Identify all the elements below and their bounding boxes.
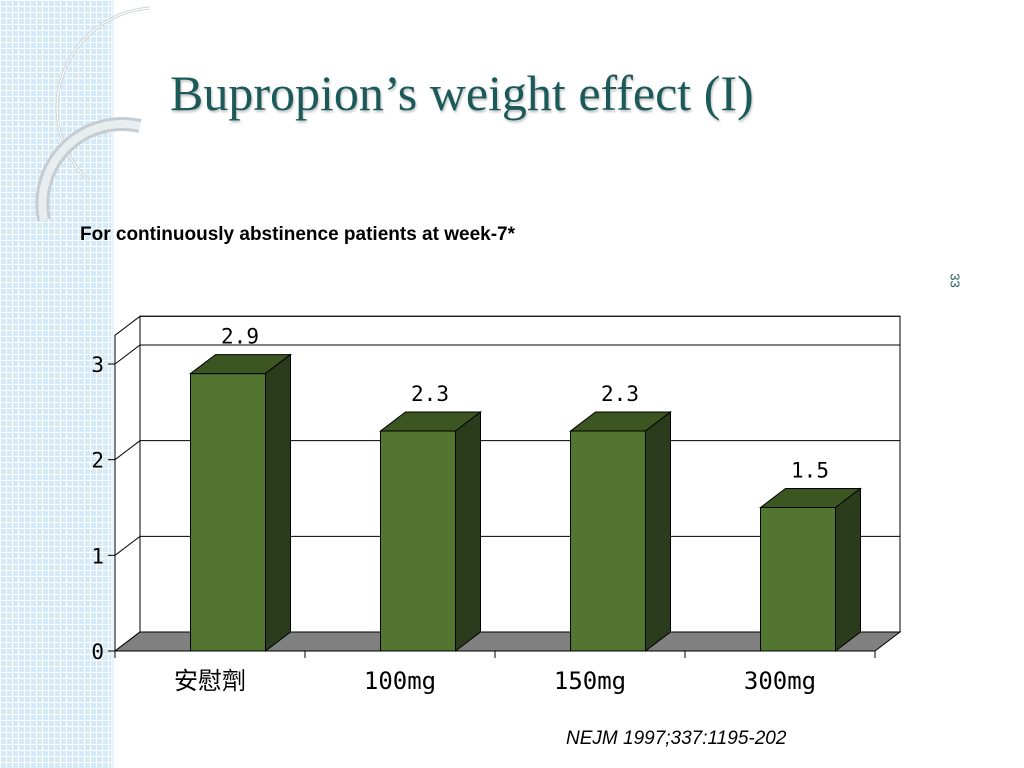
y-tick-label: 1 (91, 544, 104, 568)
bar-side (645, 410, 671, 653)
bar-front (760, 507, 836, 652)
bar-value-label: 2.9 (221, 325, 259, 349)
bar-front (570, 430, 646, 652)
bar-value-label: 2.3 (601, 382, 639, 406)
x-category-label: 150mg (554, 667, 626, 695)
bar (569, 410, 672, 653)
bar-value-label: 2.3 (411, 382, 449, 406)
x-category-label: 100mg (364, 667, 436, 695)
decorative-rings (35, 6, 151, 222)
side-strip-edge (111, 0, 114, 768)
bar-side (835, 487, 861, 653)
bar-value-label: 1.5 (791, 459, 829, 483)
bar-front (380, 430, 456, 652)
bar-side (455, 410, 481, 653)
bar-side (265, 353, 291, 653)
citation: NEJM 1997;337:1195-202 (566, 728, 787, 749)
gridline (114, 344, 900, 365)
y-tick-label: 2 (91, 449, 104, 473)
bar (759, 487, 862, 653)
y-tick-label: 3 (91, 353, 104, 377)
y-tick-label: 0 (91, 640, 104, 664)
chart-side-wall (114, 315, 141, 653)
slide-title: Bupropion’s weight effect (I) (170, 65, 754, 121)
bar (379, 410, 482, 653)
bar (189, 353, 292, 653)
x-category-label: 安慰劑 (174, 667, 246, 695)
chart-subtitle: For continuously abstinence patients at … (80, 224, 515, 245)
bar-front (190, 373, 266, 652)
x-category-label: 300mg (744, 667, 816, 695)
